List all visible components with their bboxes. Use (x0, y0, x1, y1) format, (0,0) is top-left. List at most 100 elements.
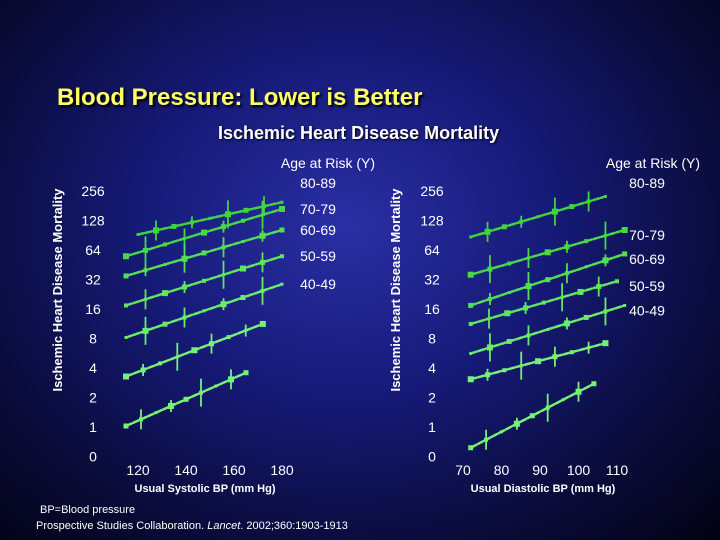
x-tick-label: 160 (222, 462, 246, 478)
y-tick-label: 256 (420, 183, 444, 199)
series-point (201, 250, 207, 256)
y-tick-label: 128 (81, 213, 105, 229)
y-tick-label: 128 (420, 213, 444, 229)
series-point (469, 351, 473, 355)
series-point (123, 423, 129, 429)
y-tick-label: 64 (424, 242, 440, 258)
y-tick-label: 8 (89, 331, 97, 347)
series-point (468, 321, 473, 326)
series-point (569, 350, 574, 355)
series-point (467, 376, 474, 383)
series-point (240, 295, 246, 301)
series-point (280, 254, 284, 259)
x-axis-label: Usual Diastolic BP (mm Hg) (471, 483, 616, 495)
series-label: 50-59 (300, 248, 336, 264)
x-tick-label: 70 (455, 462, 471, 478)
x-tick-label: 120 (126, 462, 150, 478)
series-point (544, 249, 551, 256)
series-point (162, 290, 168, 297)
y-tick-label: 16 (424, 301, 440, 317)
series-point (467, 271, 474, 278)
series-label: 60-69 (300, 222, 336, 238)
series-point (154, 411, 158, 415)
series-label: 70-79 (629, 227, 665, 243)
series-point (623, 303, 627, 307)
x-axis-label: Usual Systolic BP (mm Hg) (135, 483, 276, 495)
citation-authors: Prospective Studies Collaboration. (36, 520, 208, 532)
x-tick-label: 110 (606, 462, 629, 478)
citation-details: . 2002;360:1903-1913 (240, 520, 348, 532)
x-tick-label: 180 (270, 462, 294, 478)
series-point (506, 338, 512, 344)
series-point (603, 194, 607, 198)
series-point (602, 340, 609, 347)
citation: Prospective Studies Collaboration. Lance… (36, 520, 348, 532)
x-tick-label: 100 (567, 462, 591, 478)
series-label: 80-89 (300, 175, 336, 191)
series-point (124, 303, 128, 308)
y-tick-label: 64 (85, 242, 101, 258)
series-point (214, 384, 218, 388)
series-point (502, 368, 507, 373)
series-point (536, 215, 540, 219)
series-label: 40-49 (300, 276, 336, 292)
series-point (123, 373, 129, 380)
chart-title: Ischemic Heart Disease Mortality (218, 123, 500, 143)
legend-title: Age at Risk (Y) (606, 155, 700, 171)
footnote: BP=Blood pressure (40, 504, 136, 516)
y-tick-label: 2 (89, 390, 97, 406)
series-point (507, 261, 512, 266)
series-point (163, 262, 167, 266)
series-point (504, 310, 511, 317)
series-point (507, 291, 511, 295)
y-tick-label: 4 (89, 360, 97, 376)
series-point (621, 227, 628, 234)
series-point (226, 335, 231, 340)
series-point (241, 239, 245, 243)
slide-title: Blood Pressure: Lower is Better (57, 84, 423, 111)
series-point (279, 205, 285, 212)
series-point (183, 396, 189, 402)
series-point (279, 227, 285, 233)
series-point (280, 282, 284, 286)
series-point (541, 300, 546, 305)
series-point (569, 204, 575, 210)
series-point (202, 278, 206, 283)
series-point (163, 242, 167, 247)
legend-title: Age at Risk (Y) (281, 155, 375, 171)
series-point (202, 309, 206, 313)
series-point (259, 320, 266, 327)
y-tick-label: 4 (428, 360, 436, 376)
y-tick-label: 32 (85, 272, 101, 288)
series-point (240, 265, 246, 272)
series-point (500, 430, 503, 434)
y-tick-label: 256 (81, 183, 105, 199)
series-point (208, 216, 212, 220)
y-tick-label: 2 (428, 390, 436, 406)
y-tick-label: 0 (428, 449, 436, 465)
series-point (158, 361, 163, 366)
series-point (535, 358, 542, 365)
series-point (171, 223, 177, 229)
series-point (577, 288, 584, 295)
series-point (136, 232, 140, 236)
x-tick-label: 90 (532, 462, 548, 478)
series-point (584, 239, 589, 244)
series-label: 80-89 (629, 175, 665, 191)
y-axis-label: Ischemic Heart Disease Mortality (50, 188, 65, 392)
series-point (469, 235, 473, 239)
y-tick-label: 16 (85, 301, 101, 317)
series-label: 40-49 (629, 302, 665, 318)
series-point (243, 207, 249, 213)
y-tick-label: 32 (424, 272, 440, 288)
series-point (162, 321, 168, 327)
x-tick-label: 80 (494, 462, 510, 478)
series-point (583, 314, 589, 320)
series-point (591, 381, 597, 387)
series-point (123, 273, 129, 279)
series-point (123, 253, 129, 260)
series-point (468, 302, 474, 308)
series-label: 50-59 (629, 278, 665, 294)
series-point (501, 224, 507, 230)
series-point (545, 277, 551, 283)
